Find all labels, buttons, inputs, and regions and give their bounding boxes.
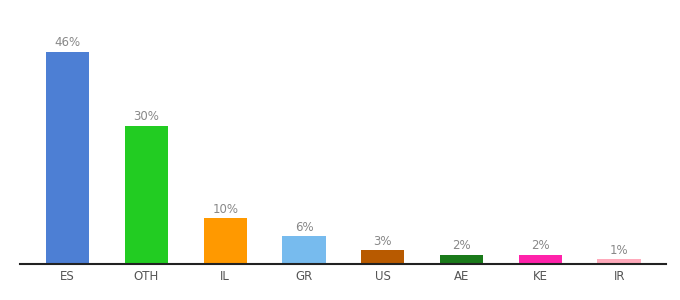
Text: 3%: 3% bbox=[373, 235, 392, 248]
Text: 46%: 46% bbox=[54, 36, 81, 50]
Text: 2%: 2% bbox=[452, 239, 471, 253]
Bar bbox=[440, 255, 483, 264]
Text: 6%: 6% bbox=[294, 221, 313, 234]
Bar bbox=[598, 260, 641, 264]
Text: 2%: 2% bbox=[531, 239, 549, 253]
Text: 1%: 1% bbox=[610, 244, 628, 257]
Bar bbox=[125, 125, 168, 264]
Bar bbox=[282, 236, 326, 264]
Text: 30%: 30% bbox=[133, 110, 159, 123]
Bar bbox=[361, 250, 405, 264]
Bar bbox=[46, 52, 89, 264]
Bar bbox=[203, 218, 247, 264]
Bar bbox=[519, 255, 562, 264]
Text: 10%: 10% bbox=[212, 202, 238, 215]
